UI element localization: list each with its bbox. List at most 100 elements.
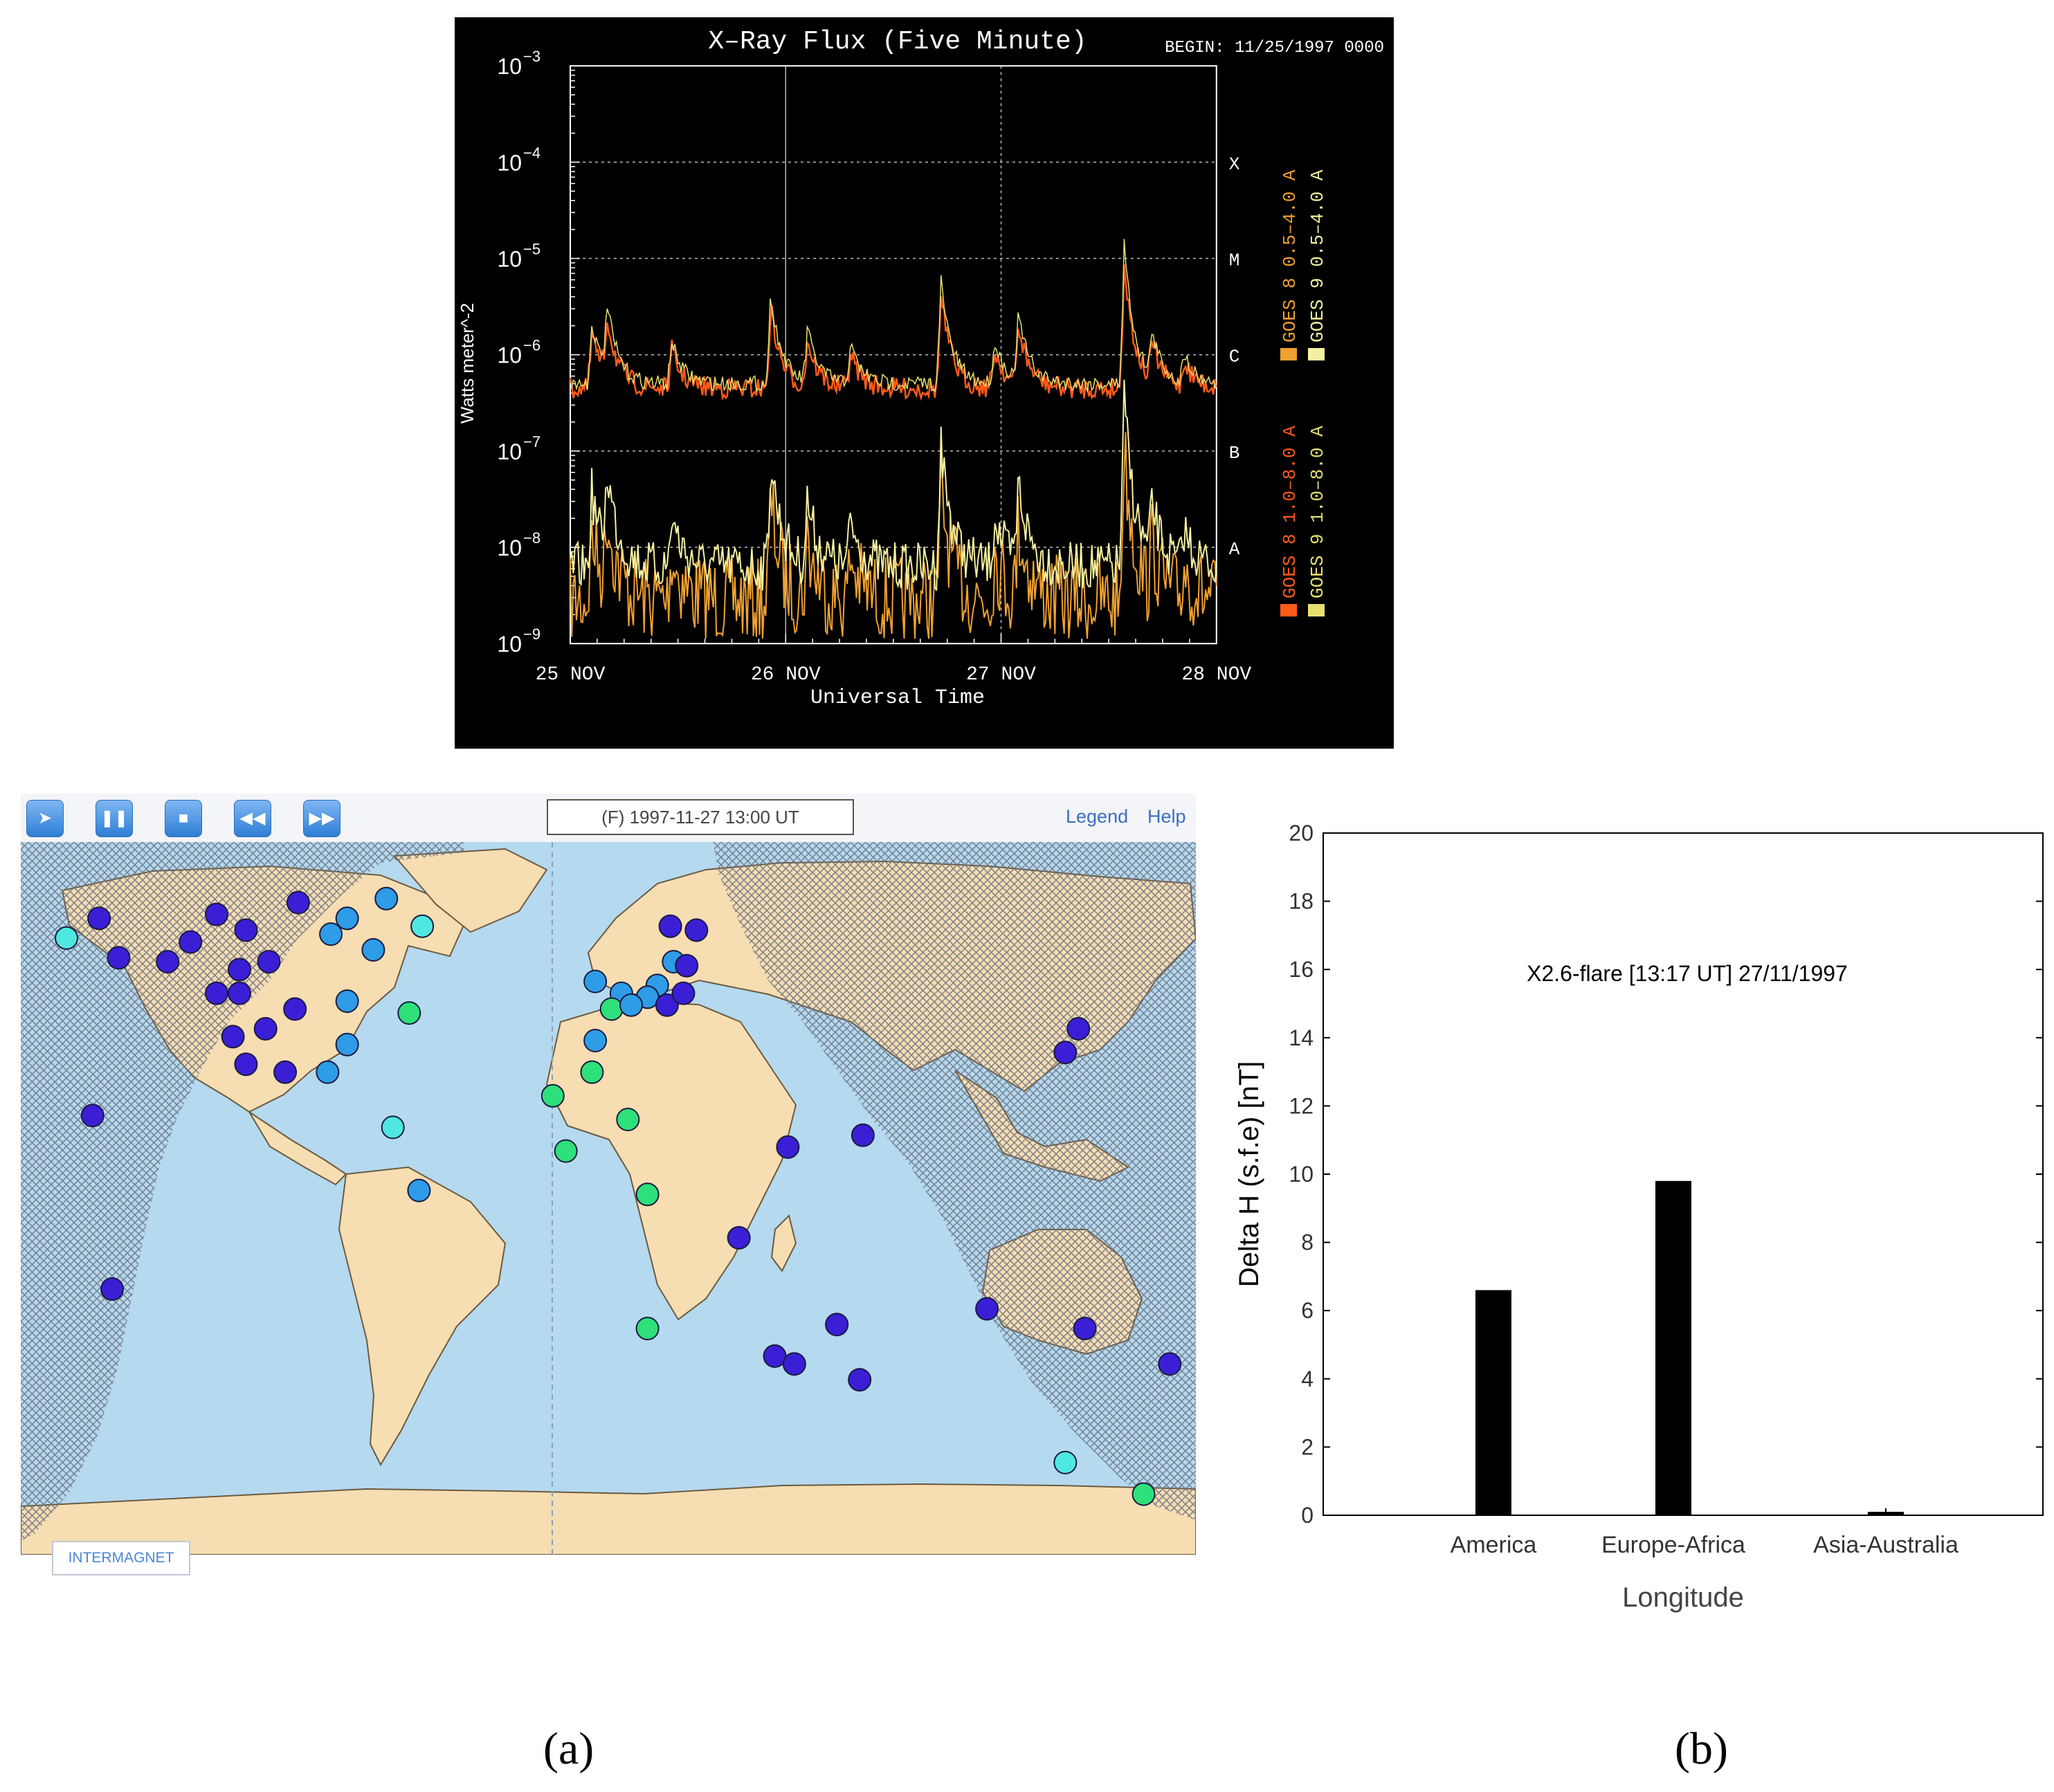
- world-map-svg: [21, 842, 1196, 1555]
- station-marker[interactable]: [776, 1135, 800, 1159]
- station-marker[interactable]: [763, 1344, 787, 1368]
- station-marker[interactable]: [397, 1001, 421, 1025]
- xray-x-tick-label: 26 NOV: [751, 664, 821, 686]
- station-marker[interactable]: [87, 906, 111, 931]
- station-marker[interactable]: [257, 950, 281, 973]
- bar-chart-svg: X2.6-flare [13:17 UT] 27/11/1997 Delta H…: [1234, 821, 2044, 1613]
- station-marker[interactable]: [335, 989, 359, 1013]
- station-marker[interactable]: [80, 1104, 104, 1128]
- station-marker[interactable]: [848, 1368, 872, 1392]
- intermagnet-logo[interactable]: INTERMAGNET: [52, 1541, 190, 1575]
- station-marker[interactable]: [100, 1277, 125, 1301]
- station-marker[interactable]: [554, 1139, 578, 1163]
- station-marker[interactable]: [583, 969, 608, 994]
- station-marker[interactable]: [635, 1182, 660, 1207]
- central-america-land: [248, 1111, 347, 1186]
- xray-y-tick-exponent: −7: [523, 433, 540, 450]
- station-marker[interactable]: [221, 1025, 245, 1049]
- help-link[interactable]: Help: [1147, 806, 1186, 827]
- station-marker[interactable]: [205, 981, 228, 1005]
- xray-y-tick-label: 10: [497, 54, 522, 79]
- bar-y-tick-label: 12: [1289, 1093, 1314, 1118]
- station-marker[interactable]: [655, 993, 679, 1017]
- station-marker[interactable]: [55, 926, 79, 950]
- station-marker[interactable]: [179, 930, 203, 954]
- station-marker[interactable]: [619, 993, 644, 1017]
- xray-y-tick-exponent: −3: [523, 48, 540, 65]
- forward-icon: ➤: [37, 809, 53, 828]
- station-marker[interactable]: [234, 1052, 258, 1077]
- station-marker[interactable]: [583, 1029, 608, 1052]
- bar-y-tick-label: 0: [1301, 1503, 1314, 1528]
- xray-class-label: A: [1229, 539, 1240, 560]
- station-marker[interactable]: [1066, 1016, 1091, 1041]
- station-marker[interactable]: [540, 1084, 565, 1108]
- station-marker[interactable]: [851, 1123, 875, 1147]
- xray-y-tick-label: 10: [497, 343, 522, 368]
- station-marker[interactable]: [671, 981, 696, 1005]
- bar-x-tick-label: America: [1451, 1532, 1537, 1558]
- legend-link[interactable]: Legend: [1066, 806, 1129, 827]
- fast-forward-icon: ▶▶: [309, 809, 335, 828]
- station-marker[interactable]: [234, 918, 258, 942]
- station-marker[interactable]: [228, 981, 252, 1005]
- xray-y-tick-exponent: −6: [523, 337, 540, 354]
- station-marker[interactable]: [335, 1032, 359, 1057]
- station-marker[interactable]: [675, 953, 699, 978]
- caption-b: (b): [1675, 1724, 1728, 1774]
- station-marker[interactable]: [599, 997, 624, 1021]
- station-marker[interactable]: [1073, 1317, 1097, 1341]
- pause-icon: ❚❚: [100, 809, 129, 828]
- fast-forward-button[interactable]: ▶▶: [303, 800, 340, 837]
- station-marker[interactable]: [374, 886, 399, 911]
- station-marker[interactable]: [407, 1178, 431, 1203]
- play-forward-button[interactable]: ➤: [26, 800, 64, 837]
- station-marker[interactable]: [283, 997, 307, 1021]
- station-marker[interactable]: [228, 958, 252, 982]
- xray-class-label: M: [1229, 250, 1240, 271]
- station-marker[interactable]: [1158, 1352, 1182, 1376]
- xray-series-group: [569, 239, 1218, 639]
- xray-begin-label: BEGIN: 11/25/1997 0000: [1165, 39, 1384, 57]
- station-marker[interactable]: [253, 1016, 278, 1041]
- bar-y-tick-label: 4: [1301, 1366, 1314, 1391]
- station-marker[interactable]: [684, 918, 709, 942]
- night-region-west: [21, 842, 464, 1541]
- station-marker[interactable]: [156, 950, 180, 973]
- xray-legend-swatch: [1308, 348, 1325, 360]
- station-marker[interactable]: [286, 890, 310, 915]
- station-marker[interactable]: [975, 1297, 999, 1321]
- station-marker[interactable]: [658, 914, 682, 938]
- station-marker[interactable]: [1053, 1041, 1078, 1065]
- station-marker[interactable]: [635, 1317, 660, 1341]
- xray-title: X–Ray Flux (Five Minute): [708, 27, 1087, 57]
- station-marker[interactable]: [410, 914, 435, 938]
- station-marker[interactable]: [580, 1060, 604, 1084]
- station-marker[interactable]: [381, 1115, 405, 1140]
- station-marker[interactable]: [782, 1352, 806, 1376]
- xray-x-tick-label: 28 NOV: [1181, 664, 1251, 686]
- xray-y-tick-exponent: −4: [523, 144, 540, 161]
- station-marker[interactable]: [205, 902, 228, 926]
- station-marker[interactable]: [1131, 1482, 1156, 1506]
- rewind-button[interactable]: ◀◀: [234, 800, 271, 837]
- xray-y-tick-label: 10: [497, 247, 522, 272]
- station-marker[interactable]: [727, 1226, 751, 1250]
- world-map[interactable]: [21, 842, 1196, 1555]
- station-marker[interactable]: [361, 938, 385, 962]
- station-marker[interactable]: [1053, 1450, 1078, 1474]
- bar-y-tick-label: 18: [1289, 889, 1314, 914]
- xray-plot-svg: X–Ray Flux (Five Minute) BEGIN: 11/25/19…: [457, 27, 1384, 710]
- station-marker[interactable]: [319, 922, 343, 947]
- pause-button[interactable]: ❚❚: [96, 800, 133, 837]
- station-marker[interactable]: [335, 906, 359, 931]
- station-marker[interactable]: [825, 1313, 849, 1337]
- xray-x-tick-label: 25 NOV: [536, 664, 606, 686]
- station-marker[interactable]: [107, 946, 131, 970]
- station-marker[interactable]: [273, 1060, 298, 1084]
- bar-y-tick-label: 16: [1289, 957, 1314, 982]
- station-marker[interactable]: [316, 1060, 340, 1084]
- stop-button[interactable]: ■: [165, 800, 202, 837]
- station-marker[interactable]: [616, 1108, 640, 1131]
